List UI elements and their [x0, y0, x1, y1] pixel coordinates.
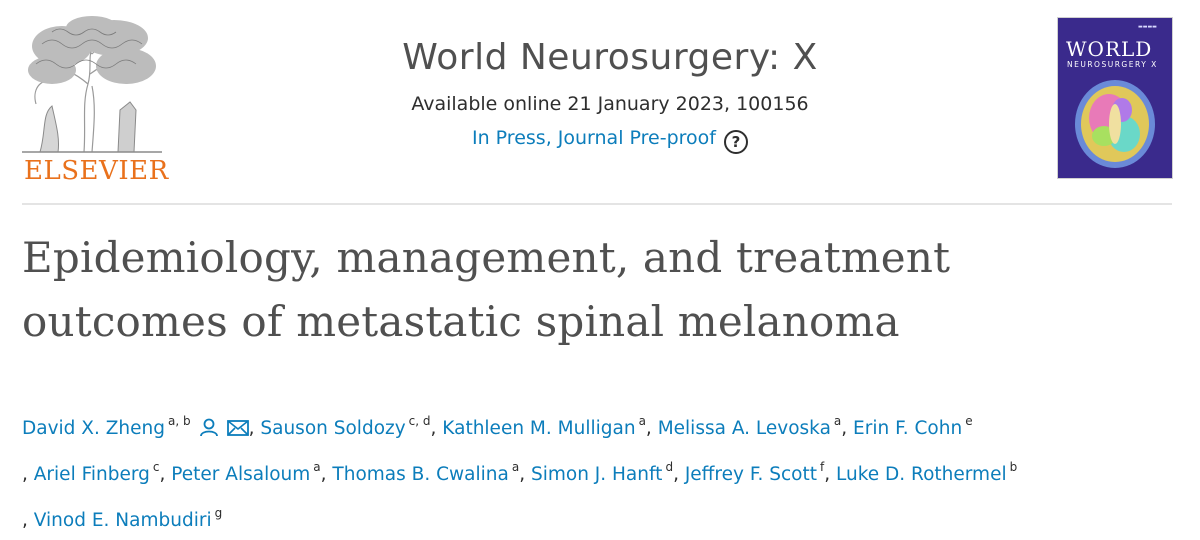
author-affiliation: b — [1009, 460, 1018, 474]
author-link[interactable]: Ariel Finberg — [33, 464, 150, 485]
separator: , — [673, 464, 679, 485]
author-link[interactable]: Melissa A. Levoska — [657, 418, 831, 439]
author-affiliation: a — [511, 460, 520, 474]
journal-title-link[interactable]: World Neurosurgery: X — [402, 37, 818, 78]
author-list: David X. Zheng a, b, Sauson Soldozy c, d, … — [22, 402, 1182, 540]
separator: , — [22, 510, 28, 531]
separator: , — [519, 464, 526, 485]
separator: , — [841, 418, 848, 439]
author-line-1: David X. Zheng a, b, Sauson Soldozy c, d, … — [22, 402, 1182, 448]
separator: , — [430, 418, 437, 439]
separator: , — [159, 464, 166, 485]
article-title: Epidemiology, management, and treatment … — [22, 226, 1122, 354]
separator: , — [320, 464, 327, 485]
author-affiliation: a — [638, 414, 646, 428]
elsevier-tree-icon — [22, 16, 162, 153]
author-affiliation: a — [833, 414, 842, 428]
author-affiliation: c, d — [408, 414, 431, 428]
author-link[interactable]: Luke D. Rothermel — [836, 464, 1007, 485]
author-affiliation: a — [313, 460, 321, 474]
author-line-2: , Ariel Finberg c, Peter Alsaloum a, Thoma… — [22, 448, 1182, 494]
cover-topline: ▬▬▬▬ — [1138, 24, 1157, 30]
article-title-line-1: Epidemiology, management, and treatment — [22, 233, 951, 282]
cover-title: WORLD — [1066, 37, 1153, 61]
separator: , — [248, 418, 255, 439]
author-link[interactable]: David X. Zheng — [22, 418, 165, 439]
status-link[interactable]: In Press, Journal Pre-proof — [472, 127, 716, 149]
publisher-name: ELSEVIER — [24, 156, 169, 186]
author-affiliation: g — [214, 506, 223, 520]
author-affiliation: c — [152, 460, 160, 474]
article-title-line-2: outcomes of metastatic spinal melanoma — [22, 297, 900, 346]
publisher-logo[interactable]: ELSEVIER — [22, 14, 169, 186]
separator: , — [645, 418, 652, 439]
journal-info: World Neurosurgery: X Available online 2… — [300, 36, 920, 154]
journal-cover-image[interactable]: ▬▬▬▬ WORLD NEUROSURGERY X — [1058, 18, 1172, 178]
article-status: In Press, Journal Pre-proof? — [300, 124, 920, 154]
availability-date: Available online 21 January 2023, 100156 — [411, 93, 809, 115]
author-link[interactable]: Peter Alsaloum — [171, 464, 311, 485]
author-link[interactable]: Thomas B. Cwalina — [332, 464, 509, 485]
mail-icon[interactable] — [226, 419, 249, 437]
author-link[interactable]: Kathleen M. Mulligan — [442, 418, 636, 439]
author-affiliation: e — [965, 414, 973, 428]
author-link[interactable]: Sauson Soldozy — [260, 418, 406, 439]
question-circle-icon[interactable]: ? — [723, 130, 748, 154]
cover-subtitle: NEUROSURGERY X — [1067, 60, 1158, 69]
separator: , — [824, 464, 831, 485]
author-link[interactable]: Erin F. Cohn — [853, 418, 963, 439]
brain-scan-image — [1075, 80, 1155, 168]
author-affiliation: a, b — [167, 414, 191, 428]
author-line-3: , Vinod E. Nambudiri g — [22, 494, 1182, 540]
header-divider — [22, 203, 1172, 205]
person-icon[interactable] — [199, 417, 219, 437]
author-affiliation: f — [820, 460, 825, 474]
separator: , — [22, 464, 28, 485]
article-header: ELSEVIER World Neurosurgery: X Available… — [0, 0, 1200, 200]
author-link[interactable]: Simon J. Hanft — [530, 464, 663, 485]
author-affiliation: d — [665, 460, 674, 474]
author-link[interactable]: Vinod E. Nambudiri — [33, 510, 212, 531]
author-link[interactable]: Jeffrey F. Scott — [684, 464, 818, 485]
